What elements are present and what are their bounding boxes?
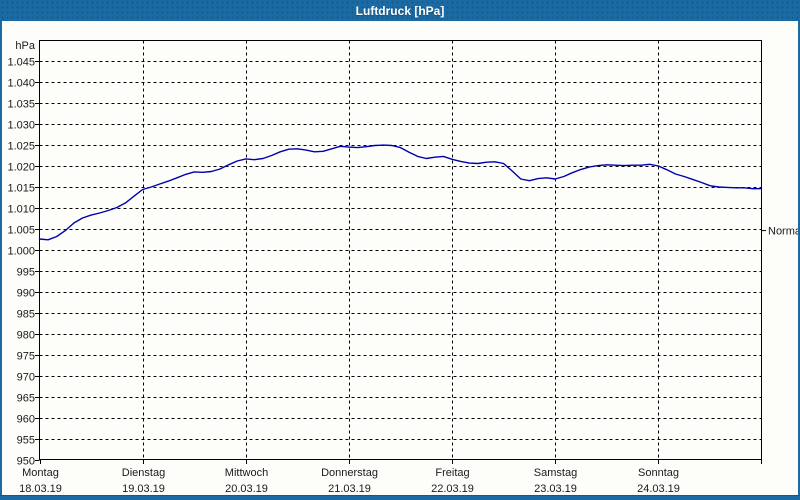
window-border-right	[798, 21, 800, 500]
y-tick-label: 1.025	[7, 141, 35, 153]
y-tick-label: 960	[17, 414, 35, 426]
y-axis-unit-label: hPa	[15, 40, 35, 52]
y-tick-label: 1.020	[7, 162, 35, 174]
window-border-bottom	[0, 495, 800, 500]
y-tick-label: 950	[17, 456, 35, 468]
y-tick-label: 1.010	[7, 204, 35, 216]
y-tick-label: 1.005	[7, 225, 35, 237]
title-bar[interactable]: Luftdruck [hPa]	[0, 0, 800, 21]
grid	[39, 40, 762, 460]
y-tick-label: 995	[17, 267, 35, 279]
y-tick-label: 955	[17, 435, 35, 447]
window-border-left	[0, 21, 2, 500]
x-tick-weekday: Freitag	[435, 467, 469, 479]
x-tick-date: 18.03.19	[19, 483, 62, 495]
x-tick-weekday: Samstag	[534, 467, 577, 479]
x-tick-date: 20.03.19	[225, 483, 268, 495]
y-tick-label: 985	[17, 309, 35, 321]
y-tick-label: 1.040	[7, 78, 35, 90]
x-tick-date: 24.03.19	[637, 483, 680, 495]
y-axis-labels: hPa 1.045 1.040 1.035 1.030 1.025 1.020 1.015 1.…	[7, 40, 40, 468]
normal-label: Normal	[768, 226, 800, 238]
y-tick-label: 965	[17, 393, 35, 405]
y-tick-label: 1.015	[7, 183, 35, 195]
x-tick-weekday: Donnerstag	[321, 467, 378, 479]
x-tick-weekday: Sonntag	[638, 467, 679, 479]
x-tick-date: 21.03.19	[328, 483, 371, 495]
y-tick-label: 970	[17, 372, 35, 384]
y-tick-label: 1.000	[7, 246, 35, 258]
y-tick-label: 1.045	[7, 57, 35, 69]
normal-annotation: Normal	[761, 226, 800, 238]
series-luftdruck	[38, 144, 763, 241]
x-tick-weekday: Montag	[22, 467, 59, 479]
y-tick-label: 1.035	[7, 99, 35, 111]
x-tick-date: 23.03.19	[534, 483, 577, 495]
y-tick-label: 975	[17, 351, 35, 363]
y-tick-label: 980	[17, 330, 35, 342]
y-tick-label: 1.030	[7, 120, 35, 132]
y-tick-label: 990	[17, 288, 35, 300]
window-title: Luftdruck [hPa]	[355, 3, 445, 18]
pressure-polyline	[38, 144, 763, 241]
x-tick-date: 22.03.19	[431, 483, 474, 495]
x-tick-date: 19.03.19	[122, 483, 165, 495]
x-axis-labels: Montag 18.03.19 Dienstag 19.03.19 Mittwoch 20…	[19, 459, 762, 495]
x-tick-weekday: Mittwoch	[225, 467, 268, 479]
x-tick-weekday: Dienstag	[122, 467, 165, 479]
